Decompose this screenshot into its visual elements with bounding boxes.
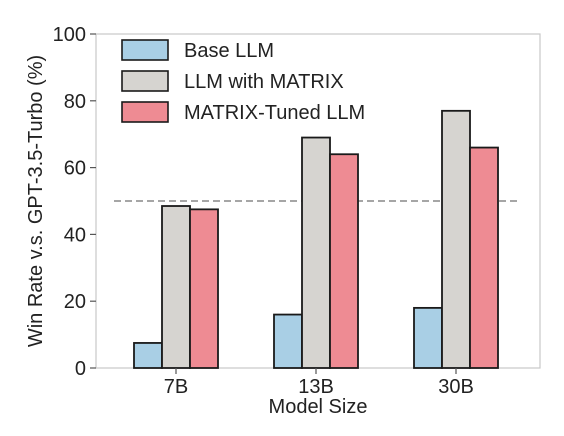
legend: Base LLM LLM with MATRIX MATRIX-Tuned LLM bbox=[121, 39, 365, 124]
y-tick-label: 80 bbox=[64, 91, 86, 113]
bar-base-llm-7b bbox=[133, 342, 163, 369]
x-tick-label: 7B bbox=[164, 376, 188, 398]
bar-base-llm-30b bbox=[413, 306, 443, 369]
x-tick-label: 30B bbox=[438, 376, 474, 398]
y-axis-ticks: 0 20 40 60 80 100 bbox=[53, 24, 96, 380]
x-axis-ticks: 7B 13B 30B bbox=[164, 368, 474, 398]
legend-swatch bbox=[121, 101, 169, 123]
legend-swatch bbox=[121, 70, 169, 92]
y-tick-label: 20 bbox=[64, 291, 86, 313]
bar-llm-with-matrix-13b bbox=[301, 136, 331, 369]
bar-matrix-tuned-llm-7b bbox=[189, 208, 219, 369]
legend-label: MATRIX-Tuned LLM bbox=[184, 102, 365, 124]
legend-label: LLM with MATRIX bbox=[184, 71, 344, 93]
x-tick-label: 13B bbox=[298, 376, 334, 398]
y-tick-label: 40 bbox=[64, 224, 86, 246]
bar-base-llm-13b bbox=[273, 313, 303, 369]
legend-swatch bbox=[121, 39, 169, 61]
y-axis-label: Win Rate v.s. GPT-3.5-Turbo (%) bbox=[25, 55, 47, 347]
bar-llm-with-matrix-7b bbox=[161, 205, 191, 369]
y-tick-label: 100 bbox=[53, 24, 86, 46]
bars-layer bbox=[133, 109, 499, 369]
x-axis-label: Model Size bbox=[269, 396, 368, 418]
bar-llm-with-matrix-30b bbox=[441, 109, 471, 369]
bar-matrix-tuned-llm-30b bbox=[469, 146, 499, 369]
y-tick-label: 0 bbox=[75, 358, 86, 380]
bar-matrix-tuned-llm-13b bbox=[329, 153, 359, 369]
y-tick-label: 60 bbox=[64, 158, 86, 180]
legend-label: Base LLM bbox=[184, 40, 274, 62]
